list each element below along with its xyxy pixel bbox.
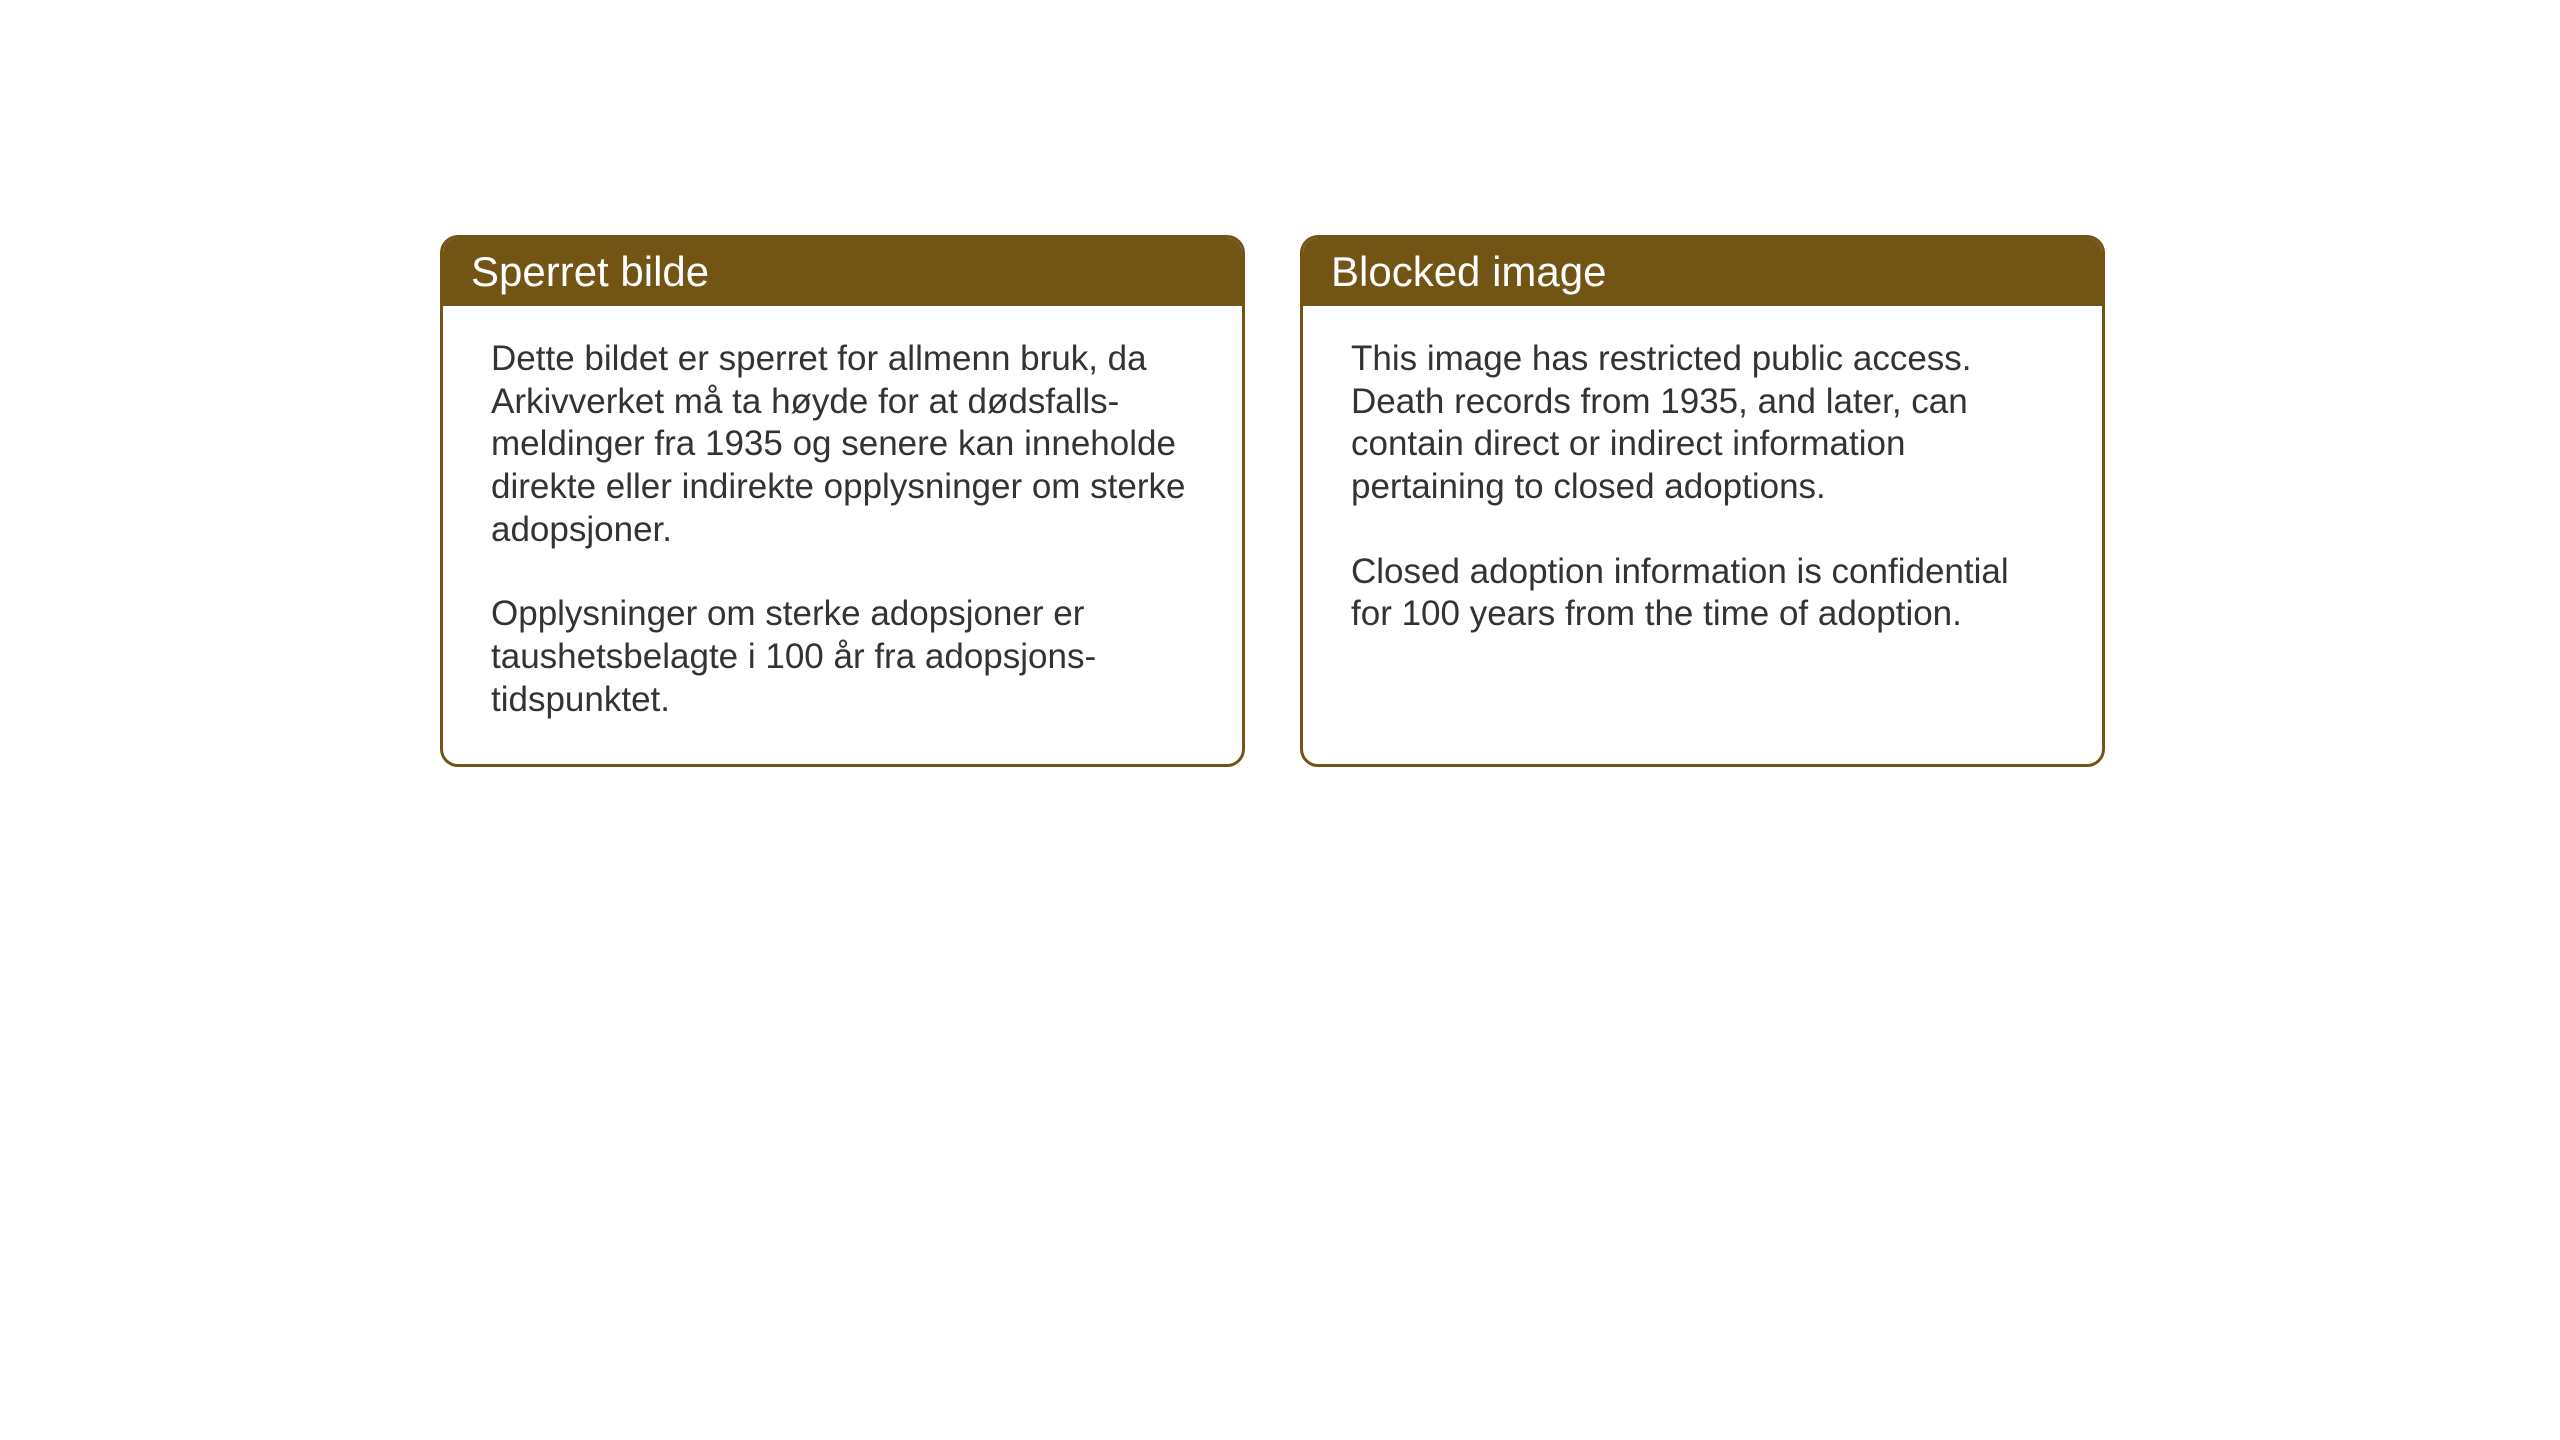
card-header-norwegian: Sperret bilde [443, 238, 1242, 306]
card-body-norwegian: Dette bildet er sperret for allmenn bruk… [443, 306, 1242, 764]
cards-container: Sperret bilde Dette bildet er sperret fo… [440, 235, 2105, 767]
paragraph-1-norwegian: Dette bildet er sperret for allmenn bruk… [491, 338, 1194, 551]
card-title-english: Blocked image [1331, 248, 1606, 295]
card-header-english: Blocked image [1303, 238, 2102, 306]
paragraph-2-english: Closed adoption information is confident… [1351, 551, 2054, 636]
card-english: Blocked image This image has restricted … [1300, 235, 2105, 767]
paragraph-2-norwegian: Opplysninger om sterke adopsjoner er tau… [491, 593, 1194, 721]
card-body-english: This image has restricted public access.… [1303, 306, 2102, 678]
card-title-norwegian: Sperret bilde [471, 248, 709, 295]
card-norwegian: Sperret bilde Dette bildet er sperret fo… [440, 235, 1245, 767]
paragraph-1-english: This image has restricted public access.… [1351, 338, 2054, 509]
